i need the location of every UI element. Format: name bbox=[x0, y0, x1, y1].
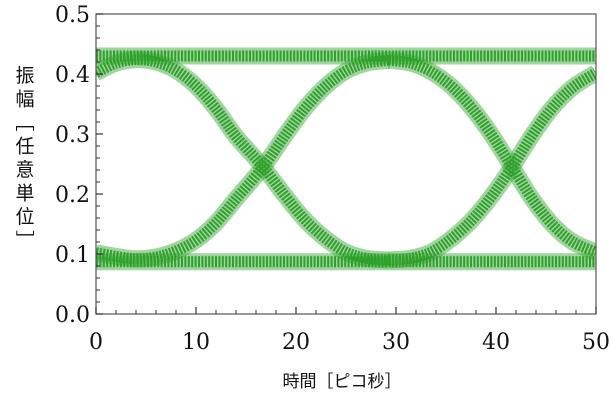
series-falling-1-halo bbox=[96, 51, 390, 269]
y-tick-label: 0.2 bbox=[55, 183, 90, 208]
y-axis-title-char: 意 bbox=[15, 159, 34, 181]
x-tick-label: 0 bbox=[89, 330, 103, 355]
y-tick-label: 0.1 bbox=[55, 243, 90, 268]
x-tick-label: 30 bbox=[382, 330, 410, 355]
y-tick-label: 0.4 bbox=[55, 63, 90, 88]
series-rising-1-halo bbox=[96, 51, 391, 268]
x-tick-label: 20 bbox=[282, 330, 310, 355]
plot-frame bbox=[95, 13, 597, 315]
y-tick-label: 0.5 bbox=[55, 3, 90, 28]
y-tick-label: 0.0 bbox=[55, 303, 90, 328]
x-axis-title: 時間［ピコ秒］ bbox=[283, 372, 402, 392]
x-tick-label: 50 bbox=[582, 330, 610, 355]
y-axis-title-char: ［ bbox=[13, 112, 35, 131]
series-rising-1 bbox=[96, 54, 390, 265]
tick-layer: 0 10 20 30 40 50 0.0 0.1 0.2 0.3 0.4 0.5 bbox=[55, 3, 610, 355]
series-layer bbox=[96, 47, 596, 271]
series-falling-1 bbox=[96, 54, 390, 266]
y-axis-title-char: 幅 bbox=[15, 89, 34, 111]
series-falling-2 bbox=[388, 54, 596, 258]
y-axis-title-char: 任 bbox=[15, 136, 34, 158]
x-tick-label: 40 bbox=[482, 330, 510, 355]
y-axis-title-char: 単 bbox=[15, 183, 34, 205]
x-tick-label: 10 bbox=[182, 330, 210, 355]
y-axis-title-char: ］ bbox=[13, 230, 35, 249]
y-axis-title-char: 位 bbox=[15, 206, 34, 228]
y-tick-label: 0.3 bbox=[55, 123, 90, 148]
series-rising-2 bbox=[388, 68, 596, 266]
y-axis-title-char: 振 bbox=[15, 65, 34, 87]
